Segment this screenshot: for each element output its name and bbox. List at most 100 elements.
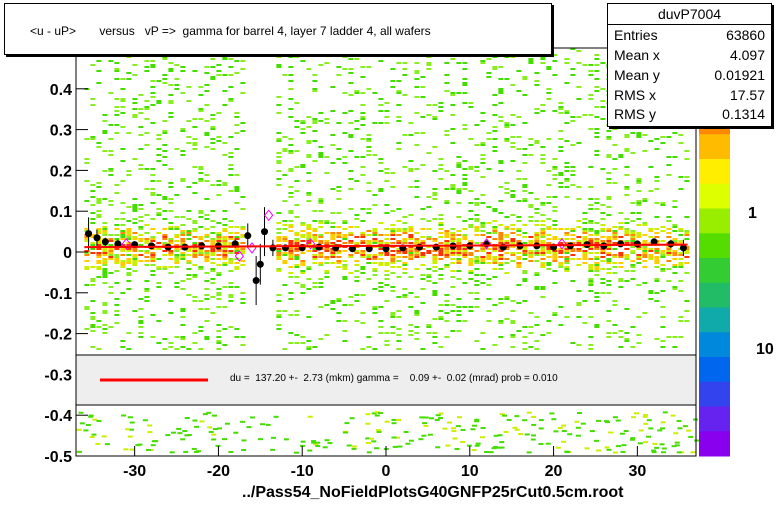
density-cell <box>419 416 425 419</box>
density-cell <box>288 66 294 68</box>
density-cell <box>438 254 444 256</box>
density-cell <box>360 76 366 78</box>
density-cell <box>90 346 96 348</box>
density-cell <box>228 236 234 238</box>
density-cell <box>240 242 246 244</box>
density-cell <box>138 168 144 170</box>
density-cell <box>492 146 498 148</box>
density-cell <box>426 152 432 154</box>
density-cell <box>306 194 312 196</box>
density-cell <box>492 248 498 250</box>
density-cell <box>222 256 228 258</box>
density-cell <box>276 258 282 260</box>
density-cell <box>288 144 294 146</box>
density-cell <box>396 142 402 144</box>
density-cell <box>276 56 282 58</box>
density-cell <box>384 274 390 276</box>
density-cell <box>84 240 90 242</box>
density-cell <box>306 250 312 252</box>
density-cell <box>186 210 192 212</box>
density-cell <box>648 258 654 260</box>
density-cell <box>144 288 150 290</box>
density-cell <box>336 250 342 252</box>
density-cell <box>390 210 396 212</box>
density-cell <box>114 124 120 126</box>
density-cell <box>192 332 198 334</box>
density-cell <box>240 264 246 266</box>
density-cell <box>365 437 371 440</box>
density-cell <box>594 252 600 254</box>
y-tick-label: -0.4 <box>44 408 72 425</box>
density-cell <box>390 230 396 232</box>
density-cell <box>192 182 198 184</box>
density-cell <box>144 256 150 258</box>
density-cell <box>540 154 546 156</box>
density-cell <box>534 208 540 210</box>
density-cell <box>552 158 558 160</box>
density-cell <box>147 431 153 434</box>
density-cell <box>564 262 570 264</box>
density-cell <box>552 74 558 76</box>
density-cell <box>462 62 468 64</box>
density-cell <box>378 262 384 264</box>
density-cell <box>216 236 222 238</box>
density-cell <box>132 236 138 238</box>
density-cell <box>168 254 174 256</box>
density-cell <box>474 256 480 258</box>
density-cell <box>593 439 599 442</box>
density-cell <box>330 244 336 246</box>
density-cell <box>504 228 510 230</box>
density-cell <box>435 414 441 417</box>
stat-key: Mean y <box>614 67 660 83</box>
density-cell <box>444 236 450 238</box>
density-cell <box>234 232 240 234</box>
density-cell <box>456 314 462 316</box>
density-cell <box>96 326 102 328</box>
density-cell <box>354 128 360 130</box>
density-cell <box>90 190 96 192</box>
density-cell <box>510 252 516 254</box>
density-cell <box>498 236 504 238</box>
density-cell <box>660 326 666 328</box>
palette-cell <box>699 183 730 209</box>
density-cell <box>265 423 271 426</box>
density-cell <box>510 254 516 256</box>
density-cell <box>378 234 384 236</box>
density-cell <box>360 66 366 68</box>
density-cell <box>174 286 180 288</box>
density-cell <box>522 200 528 202</box>
density-cell <box>444 74 450 76</box>
density-cell <box>198 308 204 310</box>
density-cell <box>516 116 522 118</box>
density-cell <box>162 234 168 236</box>
density-cell <box>666 280 672 282</box>
density-cell <box>558 266 564 268</box>
density-cell <box>306 224 312 226</box>
density-cell <box>138 220 144 222</box>
density-cell <box>450 114 456 116</box>
density-cell <box>378 188 384 190</box>
density-cell <box>558 306 564 308</box>
density-cell <box>126 174 132 176</box>
density-cell <box>438 250 444 252</box>
density-cell <box>324 156 330 158</box>
density-cell <box>126 274 132 276</box>
density-cell <box>282 148 288 150</box>
density-cell <box>276 66 282 68</box>
density-cell <box>306 154 312 156</box>
density-cell <box>240 250 246 252</box>
density-cell <box>120 262 126 264</box>
density-cell <box>432 318 438 320</box>
density-cell <box>408 214 414 216</box>
density-cell <box>222 90 228 92</box>
density-cell <box>636 262 642 264</box>
density-cell <box>426 114 432 116</box>
density-cell <box>126 262 132 264</box>
density-cell <box>150 254 156 256</box>
density-cell <box>240 292 246 294</box>
density-cell <box>432 118 438 120</box>
density-cell <box>624 222 630 224</box>
density-cell <box>156 214 162 216</box>
density-cell <box>654 256 660 258</box>
density-cell <box>564 122 570 124</box>
